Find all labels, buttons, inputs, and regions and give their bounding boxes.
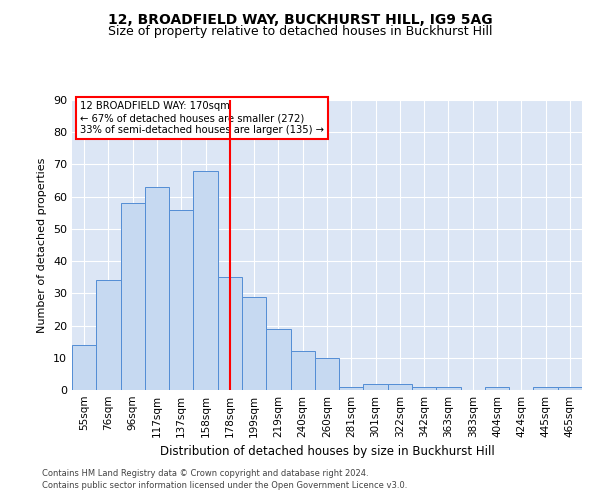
Bar: [436, 387, 461, 390]
Text: Contains HM Land Registry data © Crown copyright and database right 2024.: Contains HM Land Registry data © Crown c…: [42, 468, 368, 477]
Text: 12 BROADFIELD WAY: 170sqm
← 67% of detached houses are smaller (272)
33% of semi: 12 BROADFIELD WAY: 170sqm ← 67% of detac…: [80, 102, 323, 134]
Bar: [193, 171, 218, 390]
Bar: [242, 296, 266, 390]
Bar: [121, 203, 145, 390]
Text: 12, BROADFIELD WAY, BUCKHURST HILL, IG9 5AG: 12, BROADFIELD WAY, BUCKHURST HILL, IG9 …: [107, 12, 493, 26]
Bar: [558, 387, 582, 390]
Bar: [412, 387, 436, 390]
Bar: [388, 384, 412, 390]
Text: Contains public sector information licensed under the Open Government Licence v3: Contains public sector information licen…: [42, 481, 407, 490]
Text: Size of property relative to detached houses in Buckhurst Hill: Size of property relative to detached ho…: [108, 25, 492, 38]
Bar: [96, 280, 121, 390]
Bar: [533, 387, 558, 390]
Bar: [72, 345, 96, 390]
Bar: [315, 358, 339, 390]
Bar: [218, 277, 242, 390]
Bar: [266, 329, 290, 390]
Bar: [364, 384, 388, 390]
Y-axis label: Number of detached properties: Number of detached properties: [37, 158, 47, 332]
Bar: [290, 352, 315, 390]
X-axis label: Distribution of detached houses by size in Buckhurst Hill: Distribution of detached houses by size …: [160, 446, 494, 458]
Bar: [169, 210, 193, 390]
Bar: [339, 387, 364, 390]
Bar: [145, 187, 169, 390]
Bar: [485, 387, 509, 390]
